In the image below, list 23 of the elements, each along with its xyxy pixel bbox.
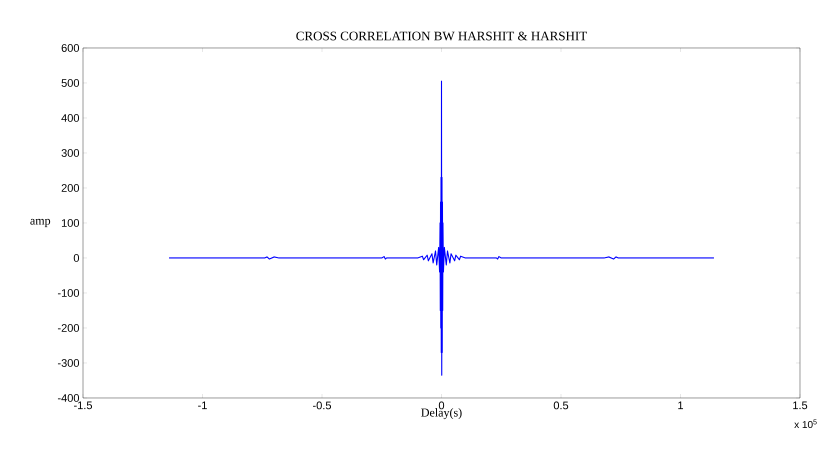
x-tick-label: 1	[678, 402, 684, 410]
x-tick-label: 0.5	[554, 402, 568, 410]
chart-title: CROSS CORRELATION BW HARSHIT & HARSHIT	[296, 32, 587, 40]
x-tick-label: 1.5	[793, 402, 808, 410]
text: x 10$^{5}$	[794, 420, 817, 428]
x-tick-label: 0	[438, 402, 444, 410]
y-tick-label: -200	[58, 324, 80, 332]
y-tick-label: 400	[61, 114, 80, 122]
line-series	[168, 80, 715, 376]
y-tick-label: 500	[62, 79, 80, 87]
y-tick-label: 200	[62, 184, 80, 192]
x-tick-label: -1.5	[74, 402, 92, 410]
y-tick-label: -100	[58, 289, 80, 297]
y-tick-label: 600	[62, 44, 80, 52]
y-tick-label: 0	[74, 254, 80, 262]
y-tick-label: -300	[58, 359, 80, 367]
x-tick-label: -1	[198, 402, 207, 410]
x-axis-title: Delay(s)	[421, 408, 462, 420]
y-tick-label: 100	[62, 219, 80, 227]
y-tick-label: 300	[62, 149, 80, 157]
y-axis-title: amp	[30, 218, 50, 228]
x-tick-label: -0.5	[313, 402, 332, 410]
y-tick-label: -400	[58, 394, 80, 402]
